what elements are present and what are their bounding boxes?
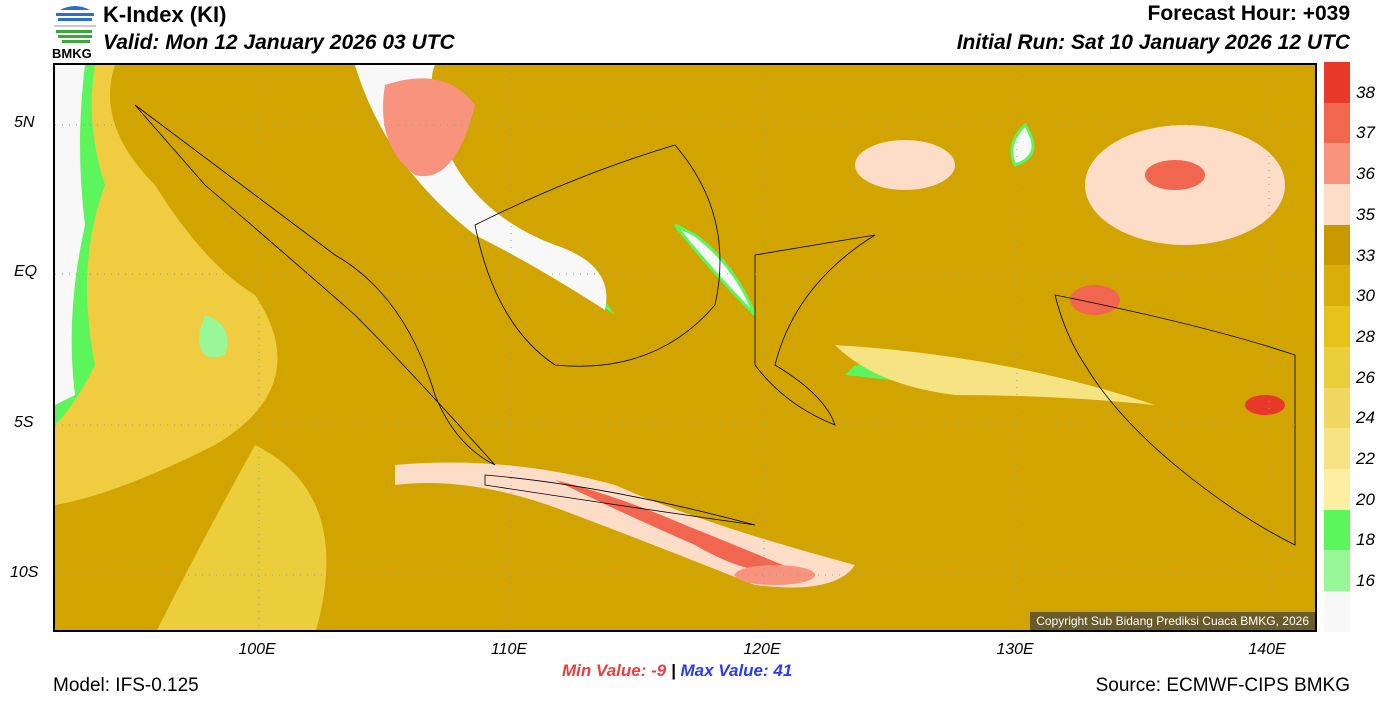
map-field xyxy=(55,65,1315,630)
initial-run: Initial Run: Sat 10 January 2026 12 UTC xyxy=(956,31,1350,54)
colorbar-label: 37 xyxy=(1356,123,1375,143)
lon-label: 120E xyxy=(743,641,781,658)
max-value: 41 xyxy=(773,661,793,680)
copyright: Copyright Sub Bidang Prediksi Cuaca BMKG… xyxy=(1030,612,1315,630)
colorbar-label: 35 xyxy=(1356,204,1375,224)
gridlines xyxy=(55,65,1315,630)
colorbar-band xyxy=(1324,265,1350,307)
colorbar-band xyxy=(1324,346,1350,388)
colorbar-label: 20 xyxy=(1356,489,1375,509)
model-label: Model: IFS-0.125 xyxy=(53,675,199,696)
forecast-hour: Forecast Hour: +039 xyxy=(1147,2,1351,25)
k-index-map xyxy=(53,63,1317,632)
lat-label: 10S xyxy=(10,564,39,581)
colorbar-band xyxy=(1324,468,1350,510)
colorbar-band xyxy=(1324,184,1350,225)
separator: | xyxy=(670,661,676,680)
lat-label: 5S xyxy=(14,414,34,431)
colorbar-band xyxy=(1324,509,1350,551)
source-label: Source: ECMWF-CIPS BMKG xyxy=(1095,675,1350,696)
lat-label: EQ xyxy=(14,263,38,280)
min-max-values: Min Value: -9 | Max Value: 41 xyxy=(562,661,792,681)
colorbar-label: 36 xyxy=(1356,164,1375,184)
colorbar-label: 28 xyxy=(1356,326,1375,346)
lat-label: 5N xyxy=(14,114,35,131)
colorbar-band xyxy=(1324,550,1350,591)
lon-label: 100E xyxy=(238,641,276,658)
colorbar-band xyxy=(1324,306,1350,347)
colorbar-label: 33 xyxy=(1356,245,1375,265)
lon-label: 110E xyxy=(490,641,528,658)
colorbar-band xyxy=(1324,62,1350,103)
colorbar-label: 26 xyxy=(1356,367,1375,387)
bmkg-logo: BMKG xyxy=(52,2,98,61)
lon-label: 140E xyxy=(1248,641,1286,658)
colorbar-label: 18 xyxy=(1356,530,1375,550)
colorbar-band xyxy=(1324,224,1350,266)
chart-title: K-Index (KI) xyxy=(103,2,227,27)
colorbar-label: 24 xyxy=(1356,408,1375,428)
svg-text:BMKG: BMKG xyxy=(52,46,92,60)
min-label: Min Value: xyxy=(562,661,647,680)
lon-label: 130E xyxy=(996,641,1034,658)
valid-time: Valid: Mon 12 January 2026 03 UTC xyxy=(103,31,455,54)
colorbar-band xyxy=(1324,102,1350,144)
colorbar xyxy=(1324,62,1350,632)
colorbar-band xyxy=(1324,387,1350,429)
min-value: -9 xyxy=(651,661,667,680)
colorbar-label: 30 xyxy=(1356,286,1375,306)
colorbar-label: 22 xyxy=(1356,449,1375,468)
coastlines xyxy=(134,104,1296,546)
colorbar-band xyxy=(1324,143,1350,185)
high-value-areas xyxy=(383,78,1285,588)
colorbar-label: 38 xyxy=(1356,82,1375,102)
colorbar-label: 16 xyxy=(1356,571,1375,591)
max-label: Max Value: xyxy=(680,661,769,680)
colorbar-band xyxy=(1324,428,1350,469)
colorbar-band xyxy=(1324,590,1350,632)
